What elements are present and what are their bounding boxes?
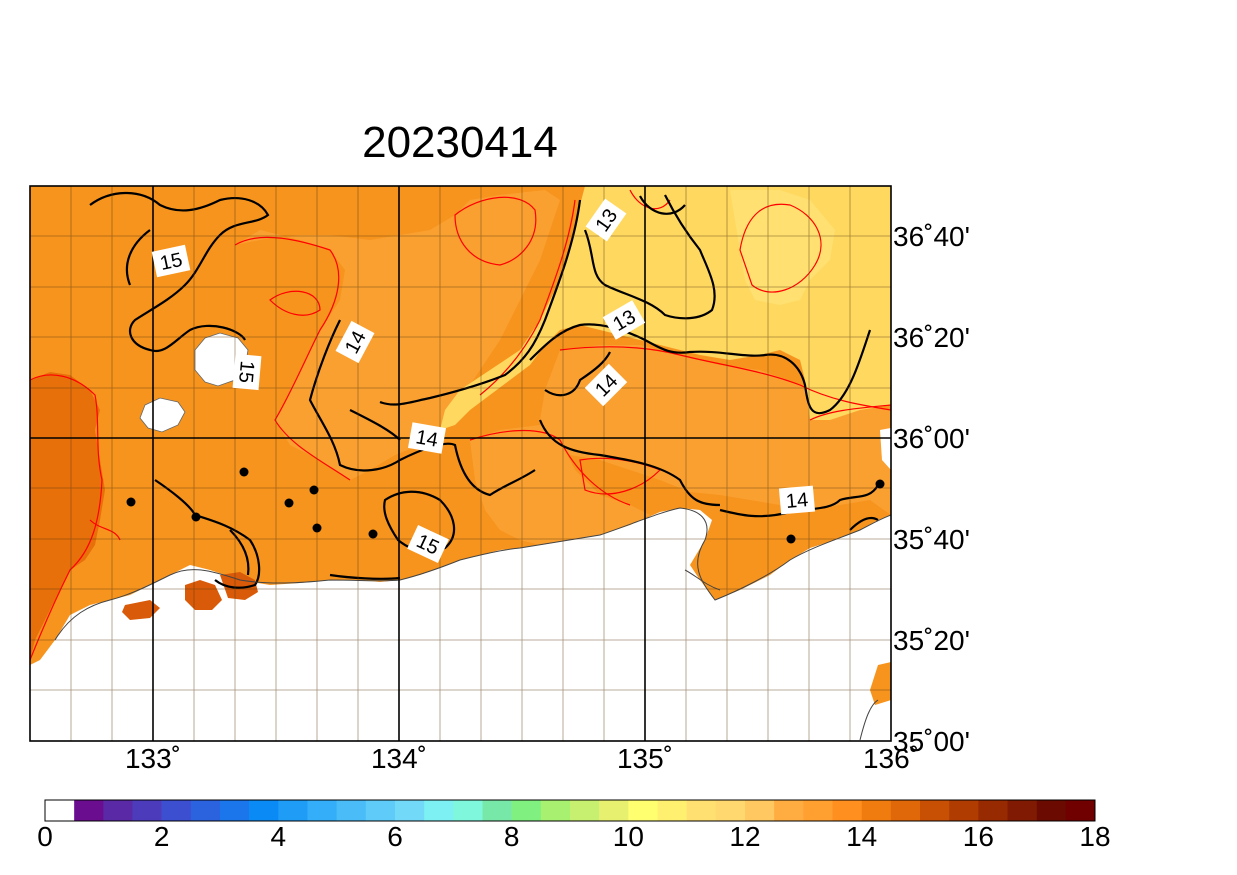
station-dot xyxy=(284,498,294,508)
colorbar-swatch xyxy=(920,800,950,821)
colorbar-swatch xyxy=(103,800,133,821)
contour-label: 14 xyxy=(785,489,809,513)
colorbar-tick-label: 4 xyxy=(271,821,287,852)
colorbar-swatch xyxy=(745,800,775,821)
colorbar-swatch xyxy=(540,800,571,821)
colorbar-swatch xyxy=(599,800,629,821)
colorbar-swatch xyxy=(628,800,658,821)
lon-tick-label: 134˚ xyxy=(371,743,427,774)
colorbar-swatch xyxy=(570,800,600,821)
colorbar-swatch xyxy=(774,800,804,821)
station-dot xyxy=(191,512,201,522)
colorbar-tick-label: 6 xyxy=(387,821,403,852)
colorbar-swatch xyxy=(482,800,512,821)
station-dot xyxy=(875,479,885,489)
colorbar-swatch xyxy=(949,800,979,821)
lat-tick-label: 36˚40' xyxy=(893,221,970,252)
colorbar-frame xyxy=(44,799,1096,822)
colorbar-swatch xyxy=(74,800,104,821)
colorbar-swatch xyxy=(132,800,162,821)
colorbar-swatch xyxy=(1007,800,1037,821)
black-contours xyxy=(89,191,879,589)
lat-axis: 36˚40' 36˚20' 36˚00' 35˚40' 35˚20' 35˚00… xyxy=(893,221,970,757)
lon-axis: 133˚ 134˚ 135˚ 136˚ xyxy=(125,743,919,774)
colorbar-swatch xyxy=(978,800,1008,821)
colorbar-swatch xyxy=(365,800,396,821)
station-dot xyxy=(309,485,319,495)
contour-label: 15 xyxy=(234,360,258,384)
colorbar-tick-label: 10 xyxy=(613,821,644,852)
colorbar-swatch xyxy=(220,800,250,821)
contour-label: 15 xyxy=(158,249,184,275)
colorbar-swatch xyxy=(890,800,921,821)
lat-tick-label: 36˚00' xyxy=(893,423,970,454)
map-title: 20230414 xyxy=(362,118,558,167)
colorbar-swatch xyxy=(657,800,687,821)
colorbar-swatch xyxy=(424,800,454,821)
zone-14-15 xyxy=(235,190,560,480)
colorbar-tick-label: 0 xyxy=(37,821,53,852)
station-dot xyxy=(239,467,249,477)
lat-tick-label: 36˚20' xyxy=(893,322,970,353)
colorbar-swatch xyxy=(715,800,746,821)
colorbar-tick-label: 8 xyxy=(504,821,520,852)
colorbar-tick-labels: 0 2 4 6 8 10 12 14 16 18 xyxy=(37,821,1110,852)
station-dot xyxy=(126,497,136,507)
colorbar-swatch xyxy=(511,800,542,821)
colorbar-swatch xyxy=(453,800,483,821)
lon-tick-label: 133˚ xyxy=(125,743,181,774)
colorbar-tick-label: 2 xyxy=(154,821,170,852)
colorbar-swatch xyxy=(249,800,279,821)
colorbar-tick-label: 18 xyxy=(1079,821,1110,852)
island-white-small xyxy=(139,397,186,433)
colorbar-swatch xyxy=(803,800,833,821)
colorbar xyxy=(44,799,1096,822)
station-dot xyxy=(786,534,796,544)
lat-tick-label: 35˚20' xyxy=(893,625,970,656)
colorbar-swatch xyxy=(1036,800,1067,821)
station-dot xyxy=(312,523,322,533)
colorbar-swatch xyxy=(1065,800,1096,821)
zone-14-15-east xyxy=(540,345,891,515)
station-dot xyxy=(368,529,378,539)
colorbar-swatch xyxy=(336,800,367,821)
colorbar-swatch xyxy=(395,800,425,821)
contour-label: 14 xyxy=(414,426,440,452)
colorbar-swatch xyxy=(278,800,308,821)
lon-tick-label: 136˚ xyxy=(863,743,919,774)
zone-14-15-central xyxy=(470,425,650,545)
colorbar-swatch xyxy=(686,800,717,821)
colorbar-swatch xyxy=(307,800,337,821)
colorbar-tick-label: 14 xyxy=(846,821,877,852)
map-area: 15 15 14 14 14 13 xyxy=(30,186,891,741)
colorbar-swatch xyxy=(832,800,862,821)
colorbar-swatch xyxy=(190,800,221,821)
colorbar-swatch xyxy=(861,800,892,821)
grid-major xyxy=(30,186,891,741)
zone-15-16-west xyxy=(30,372,105,660)
lon-tick-label: 135˚ xyxy=(617,743,673,774)
colorbar-swatch xyxy=(45,800,75,821)
map-frame xyxy=(29,185,892,742)
grid-thin xyxy=(30,186,891,741)
lat-tick-label: 35˚40' xyxy=(893,524,970,555)
colorbar-tick-label: 12 xyxy=(729,821,760,852)
colorbar-tick-label: 16 xyxy=(963,821,994,852)
east-coast-land xyxy=(870,662,891,705)
colorbar-swatch xyxy=(161,800,192,821)
lat-tick-label: 35˚00' xyxy=(893,726,970,757)
